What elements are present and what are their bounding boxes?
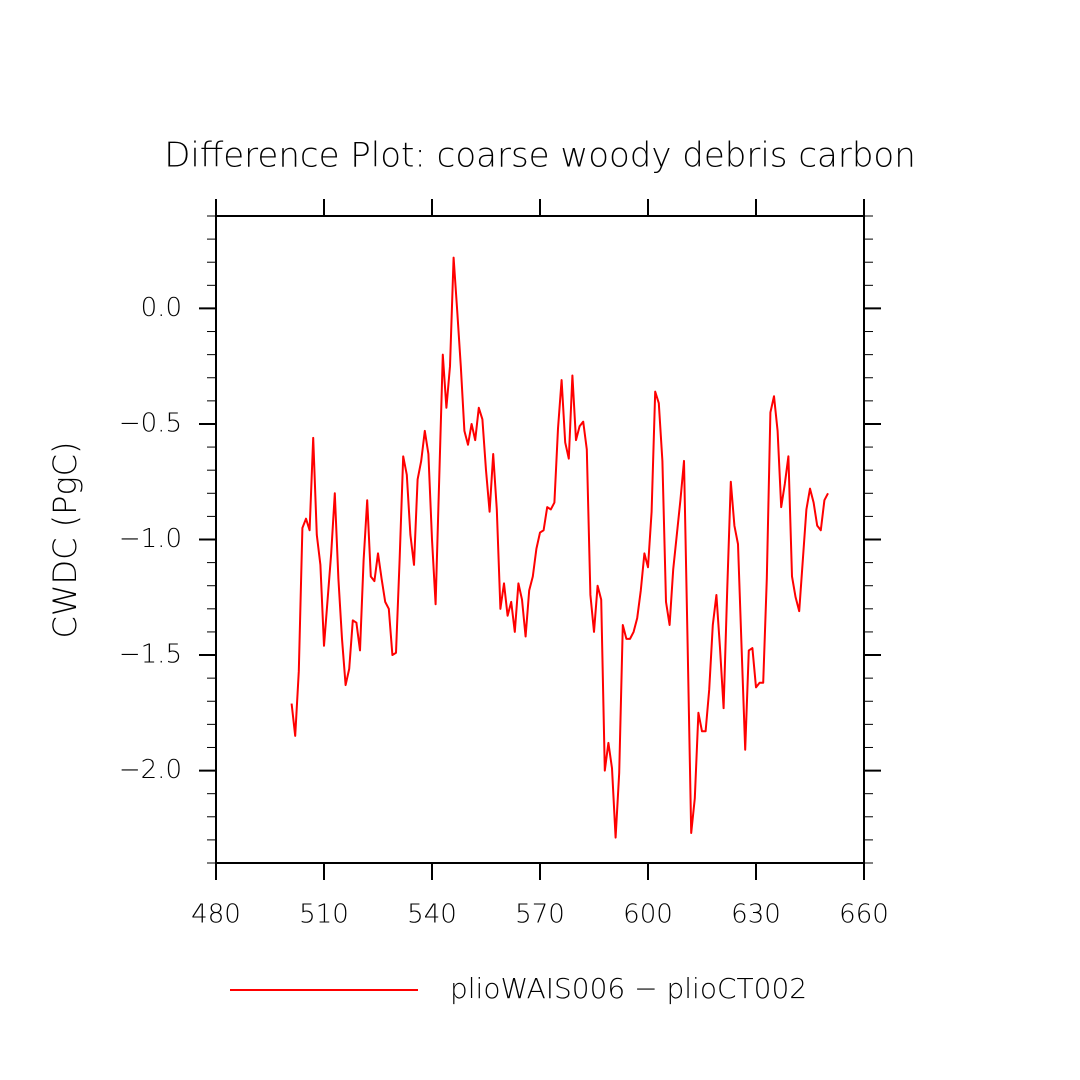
x-tick-label: 630 — [731, 900, 781, 930]
x-tick-label: 570 — [515, 900, 565, 930]
y-tick-label: −1.5 — [119, 640, 182, 670]
y-tick-label: −1.0 — [119, 524, 182, 554]
y-tick-label: −2.0 — [119, 755, 182, 785]
y-axis-label: CWDC (PgC) — [46, 442, 84, 639]
x-tick-label: 480 — [191, 900, 241, 930]
x-tick-label: 600 — [623, 900, 673, 930]
data-line — [290, 256, 829, 839]
chart-title: Difference Plot: coarse woody debris car… — [164, 136, 916, 176]
y-tick-label: 0.0 — [141, 293, 182, 323]
legend-label: plioWAIS006 − plioCT002 — [450, 972, 807, 1005]
x-tick-label: 660 — [839, 900, 889, 930]
x-tick-label: 510 — [299, 900, 349, 930]
x-tick-label: 540 — [407, 900, 457, 930]
y-tick-label: −0.5 — [119, 408, 182, 438]
